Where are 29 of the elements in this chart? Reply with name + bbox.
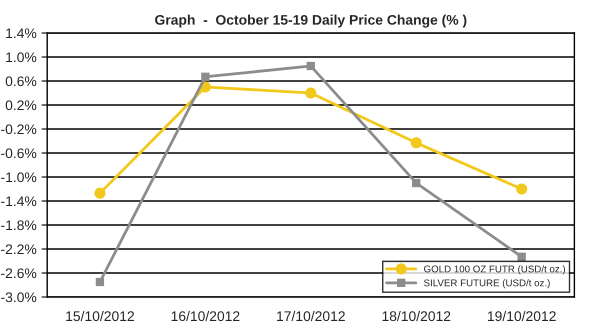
point: [517, 252, 526, 261]
y-tick-label: -0.2%: [1, 124, 36, 134]
point: [412, 178, 420, 188]
x-tick-label: 18/10/2012: [382, 310, 450, 322]
y-tick-label: 0.6%: [6, 76, 36, 86]
legend-label: GOLD 100 OZ FUTR (USD/t oz.): [424, 265, 566, 274]
point: [516, 183, 528, 195]
y-tick-label: 1.0%: [6, 52, 36, 62]
y-tick-label: 0.2%: [6, 100, 36, 110]
point: [305, 87, 316, 99]
y-tick-label: -1.8%: [1, 220, 36, 230]
y-tick-label: -2.6%: [1, 268, 36, 278]
point: [94, 188, 106, 199]
y-tick-label: -1.0%: [1, 172, 36, 182]
x-tick-label: 19/10/2012: [488, 310, 556, 322]
y-tick-label: -3.0%: [1, 292, 36, 302]
x-tick-label: 17/10/2012: [277, 310, 345, 322]
point: [96, 278, 104, 286]
point: [410, 137, 422, 148]
y-tick-label: -0.6%: [1, 148, 36, 158]
legend-label: SILVER FUTURE (USD/t oz.): [424, 279, 550, 288]
x-tick-label: 16/10/2012: [172, 310, 240, 322]
y-tick-label: -2.2%: [1, 244, 36, 254]
y-tick-label: 1.4%: [6, 28, 36, 38]
chart-title: Graph - October 15-19 Daily Price Change (% ): [155, 14, 466, 28]
y-tick-label: -1.4%: [1, 196, 36, 206]
point: [201, 72, 210, 81]
point: [306, 62, 315, 70]
x-tick-label: 15/10/2012: [66, 310, 134, 322]
